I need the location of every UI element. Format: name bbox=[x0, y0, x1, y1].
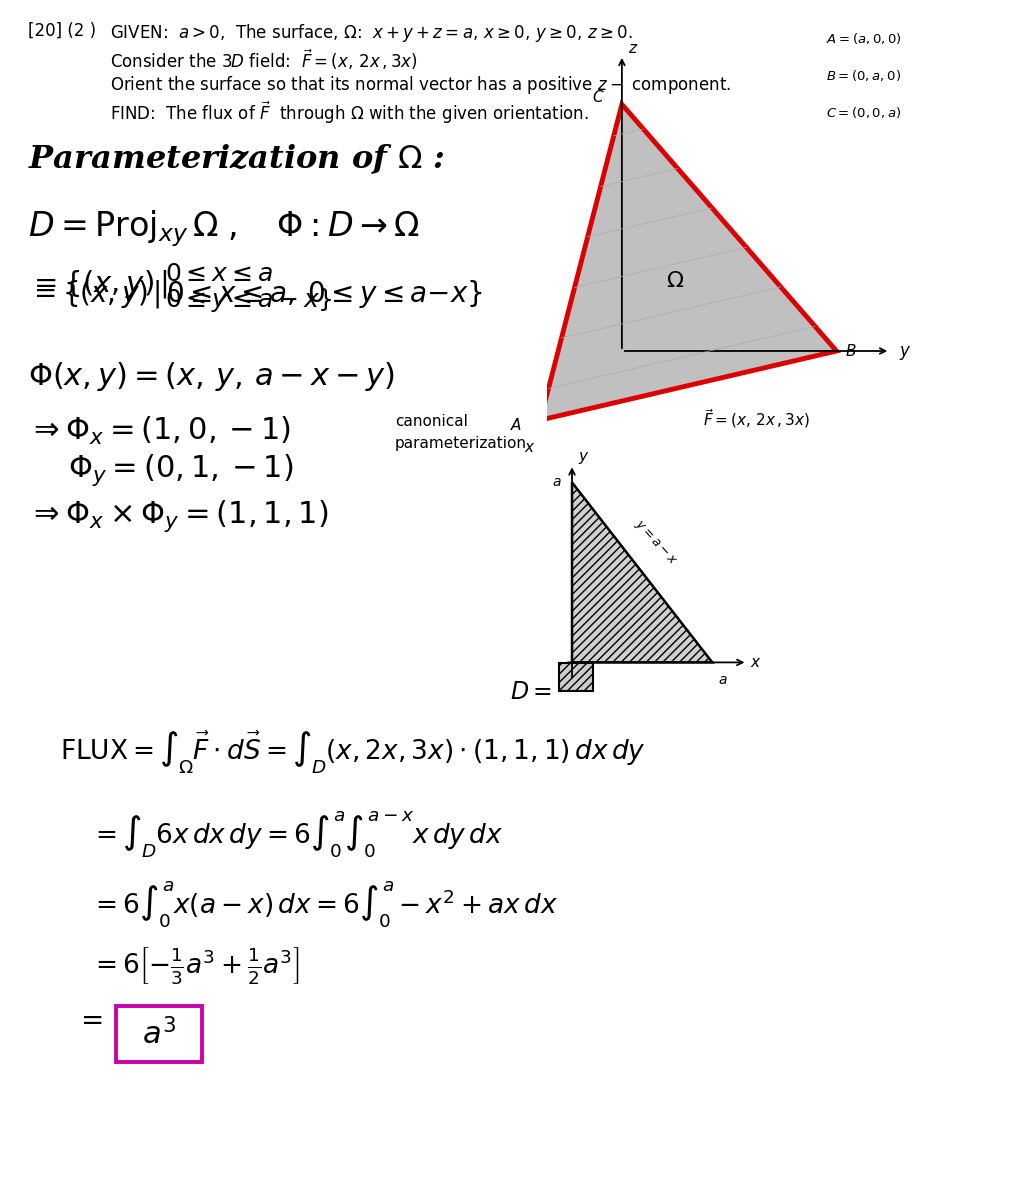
FancyBboxPatch shape bbox=[117, 1006, 202, 1062]
Text: $\Rightarrow \Phi_x \times \Phi_y = (1, 1, 1)$: $\Rightarrow \Phi_x \times \Phi_y = (1, … bbox=[28, 498, 328, 534]
Text: $\Omega$: $\Omega$ bbox=[666, 271, 685, 290]
Text: $B = (0, a, 0)$: $B = (0, a, 0)$ bbox=[826, 67, 900, 83]
Text: $0 \leq x \leq a$: $0 \leq x \leq a$ bbox=[165, 262, 273, 286]
Text: $a^3$: $a^3$ bbox=[142, 1018, 176, 1050]
Text: GIVEN:  $a > 0$,  The surface, $\Omega$:  $x + y + z = a,\, x \geq 0,\, y \geq 0: GIVEN: $a > 0$, The surface, $\Omega$: $… bbox=[110, 22, 633, 44]
Text: $y = a-x$: $y = a-x$ bbox=[631, 517, 679, 569]
Text: $= \{(x,y)\,|$: $= \{(x,y)\,|$ bbox=[28, 268, 168, 300]
Text: $= 6\int_0^{a} x(a-x)\,dx = 6\int_0^{a} -x^2 + ax\,dx$: $= 6\int_0^{a} x(a-x)\,dx = 6\int_0^{a} … bbox=[90, 880, 558, 930]
Text: $y$: $y$ bbox=[577, 450, 590, 466]
Text: $= \{(x,y)\, |\, 0 \leq x \leq a,\; 0 \leq y \leq a{-}x\}$: $= \{(x,y)\, |\, 0 \leq x \leq a,\; 0 \l… bbox=[28, 278, 482, 310]
Text: [20] (2 ): [20] (2 ) bbox=[28, 22, 96, 40]
Text: $= $: $= $ bbox=[75, 1006, 103, 1033]
Text: $C$: $C$ bbox=[592, 89, 604, 104]
Text: $y$: $y$ bbox=[898, 344, 912, 362]
Text: $a$: $a$ bbox=[717, 673, 728, 686]
Text: $A$: $A$ bbox=[510, 416, 522, 433]
Text: $\vec{F} = (x,\, 2x\,,3x)$: $\vec{F} = (x,\, 2x\,,3x)$ bbox=[703, 407, 810, 430]
Text: canonical: canonical bbox=[394, 414, 468, 428]
Text: $x$: $x$ bbox=[523, 439, 536, 455]
Text: $\Rightarrow \Phi_x = (1, 0, -1)$: $\Rightarrow \Phi_x = (1, 0, -1)$ bbox=[28, 415, 291, 448]
Text: $x$: $x$ bbox=[750, 655, 761, 670]
Text: $C = (0, 0, a)$: $C = (0, 0, a)$ bbox=[826, 104, 901, 120]
Text: $0 \leq y \leq a - x\}$: $0 \leq y \leq a - x\}$ bbox=[165, 286, 333, 314]
Polygon shape bbox=[541, 104, 837, 420]
Text: $a$: $a$ bbox=[552, 475, 562, 490]
Text: $A = (a, 0, 0)$: $A = (a, 0, 0)$ bbox=[826, 31, 901, 46]
Text: Orient the surface so that its normal vector has a positive $z-$ component.: Orient the surface so that its normal ve… bbox=[110, 74, 731, 96]
Text: Parameterization of $\Omega$ :: Parameterization of $\Omega$ : bbox=[28, 142, 445, 175]
Text: $z$: $z$ bbox=[629, 41, 639, 55]
Text: FIND:  The flux of $\vec{F}$  through $\Omega$ with the given orientation.: FIND: The flux of $\vec{F}$ through $\Om… bbox=[110, 100, 589, 126]
Text: Consider the $3D$ field:  $\vec{F} = (x,\, 2x\,,3x)$: Consider the $3D$ field: $\vec{F} = (x,\… bbox=[110, 48, 418, 72]
Text: $= 6 \left[-\frac{1}{3}a^3 + \frac{1}{2}a^3\right]$: $= 6 \left[-\frac{1}{3}a^3 + \frac{1}{2}… bbox=[90, 946, 299, 986]
Polygon shape bbox=[572, 482, 712, 662]
Text: $D = \mathrm{Proj}_{xy}\,\Omega\;,\quad \Phi: D \rightarrow \Omega$: $D = \mathrm{Proj}_{xy}\,\Omega\;,\quad … bbox=[28, 208, 420, 248]
Text: parameterization: parameterization bbox=[394, 436, 527, 451]
Text: $D = $: $D = $ bbox=[510, 680, 552, 704]
Text: $\mathrm{FLUX} = \int_{\Omega}\vec{F}\cdot d\vec{S} = \int_{D}(x,2x,3x)\cdot(1,1: $\mathrm{FLUX} = \int_{\Omega}\vec{F}\cd… bbox=[60, 730, 646, 776]
Text: $\Phi(x,y) = (x,\, y,\, a - x - y)$: $\Phi(x,y) = (x,\, y,\, a - x - y)$ bbox=[28, 360, 396, 392]
Text: $= \int_{D} 6x\,dx\,dy = 6\int_0^{a}\int_0^{a-x} x\,dy\,dx$: $= \int_{D} 6x\,dx\,dy = 6\int_0^{a}\int… bbox=[90, 810, 504, 860]
Text: $\Phi_y = (0, 1, -1)$: $\Phi_y = (0, 1, -1)$ bbox=[68, 452, 293, 488]
Text: $B$: $B$ bbox=[845, 343, 856, 359]
FancyBboxPatch shape bbox=[559, 662, 593, 691]
